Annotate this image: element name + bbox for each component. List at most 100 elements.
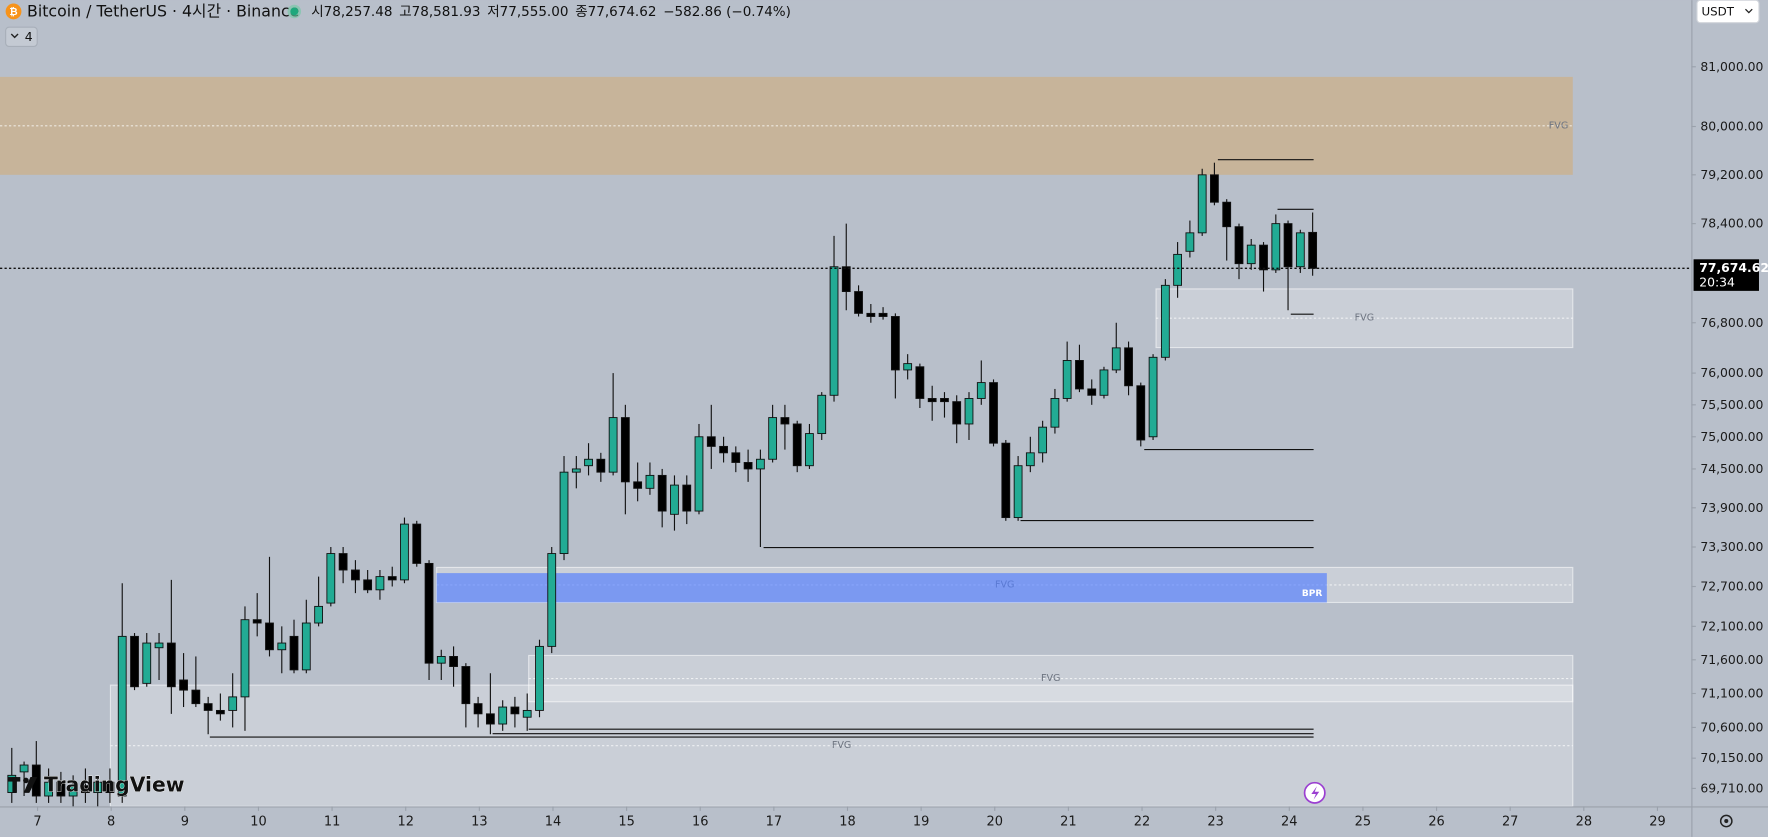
candle-body (485, 713, 495, 725)
x-tick-label: 27 (1502, 815, 1518, 830)
x-tick-label: 12 (397, 815, 413, 830)
candle-body (338, 553, 348, 571)
ohlc-key: 종 (575, 4, 587, 20)
ohlc-key: 시 (311, 4, 323, 20)
candle-body (56, 781, 66, 797)
candle-body (498, 706, 508, 725)
symbol-title: Bitcoin / TetherUS · 4시간 · Binance (27, 2, 299, 21)
x-tick-label: 20 (987, 815, 1003, 830)
zone-label: FVG (1549, 120, 1568, 131)
candle-body (1062, 360, 1072, 399)
candle-body (1234, 226, 1244, 265)
x-tick-label: 17 (766, 815, 782, 830)
candle-body (976, 382, 986, 399)
candle-body (1001, 442, 1011, 519)
x-tick-label: 9 (181, 815, 189, 830)
y-tick-label: 71,600.00 (1700, 652, 1763, 667)
candle-body (1173, 253, 1182, 286)
candle-body (461, 666, 471, 705)
candle-body (805, 433, 814, 467)
candle-body (633, 481, 643, 489)
candle-body (154, 642, 164, 649)
candle-body (215, 709, 225, 715)
y-tick-label: 80,000.00 (1700, 119, 1763, 134)
candle-body (436, 655, 446, 664)
ohlc-key: 저 (487, 4, 499, 20)
candle-body (890, 316, 900, 371)
candle-body (829, 266, 839, 396)
x-tick-label: 24 (1281, 815, 1297, 830)
ohlc-legend: 시78,257.48 고78,581.93 저77,555.00 종77,674.62… (311, 4, 791, 20)
y-tick-label: 69,710.00 (1700, 780, 1763, 795)
candle-body (1283, 223, 1293, 268)
indicator-toggle[interactable] (5, 26, 38, 47)
candle-body (670, 484, 679, 515)
candle-body (142, 642, 152, 684)
x-tick-label: 21 (1060, 815, 1076, 830)
y-tick-label: 81,000.00 (1700, 59, 1763, 74)
candle-body (792, 423, 802, 467)
candle-body (44, 781, 53, 797)
zone (436, 573, 1327, 603)
candle-body (130, 635, 139, 688)
candle-body (68, 785, 78, 797)
candle-body (547, 553, 557, 647)
candle-body (719, 445, 728, 454)
candle-body (694, 436, 704, 512)
candle-body (596, 458, 606, 473)
x-tick-label: 11 (324, 815, 340, 830)
candle-body (1259, 244, 1268, 271)
x-tick-label: 13 (471, 815, 487, 830)
y-tick-label: 76,000.00 (1700, 365, 1763, 380)
candle-body (105, 781, 115, 794)
settings-core (1724, 819, 1729, 824)
logo-mark (23, 777, 38, 793)
x-tick-label: 10 (250, 815, 266, 830)
candle-body (351, 569, 360, 581)
candle-body (400, 523, 409, 581)
candle-body (240, 619, 250, 698)
candle-body (228, 696, 238, 711)
candle-body (608, 417, 618, 473)
candle-body (620, 417, 630, 483)
x-tick-label: 15 (618, 815, 634, 830)
candle-body (1210, 174, 1219, 203)
logo-mark (23, 777, 29, 784)
candle-body (1308, 231, 1318, 269)
candle-body (535, 645, 544, 711)
candle-body (117, 635, 127, 797)
y-tick-label: 70,600.00 (1700, 719, 1763, 734)
candle-body (952, 401, 962, 425)
candle-body (915, 366, 925, 399)
candle-body (878, 312, 888, 317)
y-tick-label: 74,500.00 (1700, 461, 1763, 476)
candle-body (449, 655, 458, 667)
coin-icon (5, 3, 22, 20)
candle-body (1246, 244, 1256, 265)
y-tick-label: 72,100.00 (1700, 618, 1763, 633)
ohlc-value: 78,581.93 (412, 4, 481, 20)
x-tick-label: 8 (107, 815, 115, 830)
candle-body (903, 363, 913, 371)
candle-body (1185, 232, 1195, 252)
candle-body (252, 619, 262, 624)
candle-body (203, 703, 213, 711)
y-tick-label: 71,100.00 (1700, 686, 1763, 701)
currency-select[interactable] (1696, 0, 1760, 24)
x-tick-label: 22 (1134, 815, 1150, 830)
logo-mark (12, 777, 17, 793)
candle-body (989, 382, 998, 444)
candle-body (768, 417, 778, 460)
candle-body (1025, 452, 1035, 467)
candle-body (314, 605, 324, 624)
candle-body (682, 484, 692, 512)
x-tick-label: 16 (692, 815, 708, 830)
candle-body (1271, 223, 1281, 271)
logo: TradingView (7, 772, 185, 797)
candle-body (301, 622, 311, 671)
candle-body (1222, 201, 1232, 228)
x-tick-label: 25 (1355, 815, 1371, 830)
settings-icon[interactable] (1719, 814, 1733, 828)
candle-body (1295, 232, 1305, 268)
y-tick-label: 72,700.00 (1700, 579, 1763, 594)
